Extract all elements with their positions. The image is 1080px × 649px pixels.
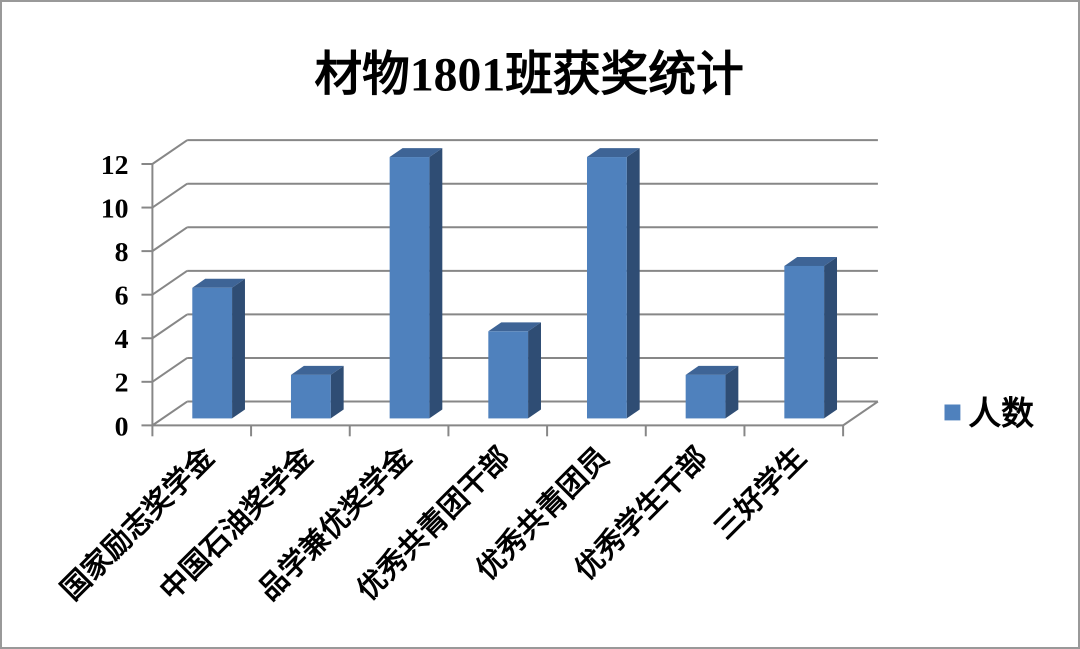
bar-side-face <box>232 278 245 419</box>
bar-top-face <box>586 148 640 158</box>
plot-area: 024681012国家励志奖学金中国石油奖学金品学兼优奖学金优秀共青团干部优秀共… <box>55 139 879 607</box>
bar-top-face <box>784 257 838 266</box>
gridline-diagonal-2 <box>151 357 188 383</box>
gridline-diagonal-0 <box>151 400 188 427</box>
bar-中国石油奖学金 <box>290 365 344 419</box>
gridline-diagonal-6 <box>151 270 188 296</box>
bar-front-face <box>290 374 331 419</box>
legend-swatch <box>944 404 961 421</box>
bar-side-face <box>429 148 443 419</box>
bar-top-face <box>685 365 739 375</box>
y-tick-label-4: 4 <box>115 324 129 355</box>
y-tick-label-6: 6 <box>115 281 129 312</box>
bar-品学兼优奖学金 <box>389 148 443 419</box>
bar-三好学生 <box>784 257 838 419</box>
bar-side-face <box>528 322 541 419</box>
bar-front-face <box>488 331 529 419</box>
bar-国家励志奖学金 <box>192 278 245 419</box>
bar-top-face <box>488 322 541 332</box>
bar-top-face <box>389 148 443 158</box>
gridline-diagonal-4 <box>151 313 188 340</box>
chart-title: 材物1801班获奖统计 <box>314 48 743 101</box>
legend: 人数 <box>944 395 1034 432</box>
floor-right-edge <box>842 400 879 427</box>
bar-top-face <box>192 278 245 288</box>
y-tick-label-0: 0 <box>115 411 129 442</box>
y-tick-label-8: 8 <box>115 237 129 268</box>
bar-side-face <box>626 148 640 419</box>
bar-优秀共青团干部 <box>488 322 541 419</box>
bar-side-face <box>824 257 838 419</box>
y-tick-label-12: 12 <box>101 150 129 181</box>
y-tick-label-2: 2 <box>115 368 129 399</box>
bar-优秀学生干部 <box>685 365 739 419</box>
bar-side-face <box>725 365 739 419</box>
bar-优秀共青团员 <box>586 148 640 419</box>
bar-top-face <box>290 365 344 375</box>
gridline-diagonal-10 <box>151 182 188 209</box>
y-tick-label-10: 10 <box>101 193 129 224</box>
gridline-diagonal-8 <box>151 226 188 252</box>
bar-front-face <box>685 374 726 419</box>
bar-front-face <box>586 157 627 419</box>
bar-front-face <box>784 265 825 419</box>
legend-series-label: 人数 <box>968 395 1034 432</box>
gridline-diagonal-12 <box>151 139 188 165</box>
bar-side-face <box>330 365 344 419</box>
bar-front-face <box>192 287 233 419</box>
bar-front-face <box>389 157 430 419</box>
category-label-6: 三好学生 <box>708 441 813 546</box>
